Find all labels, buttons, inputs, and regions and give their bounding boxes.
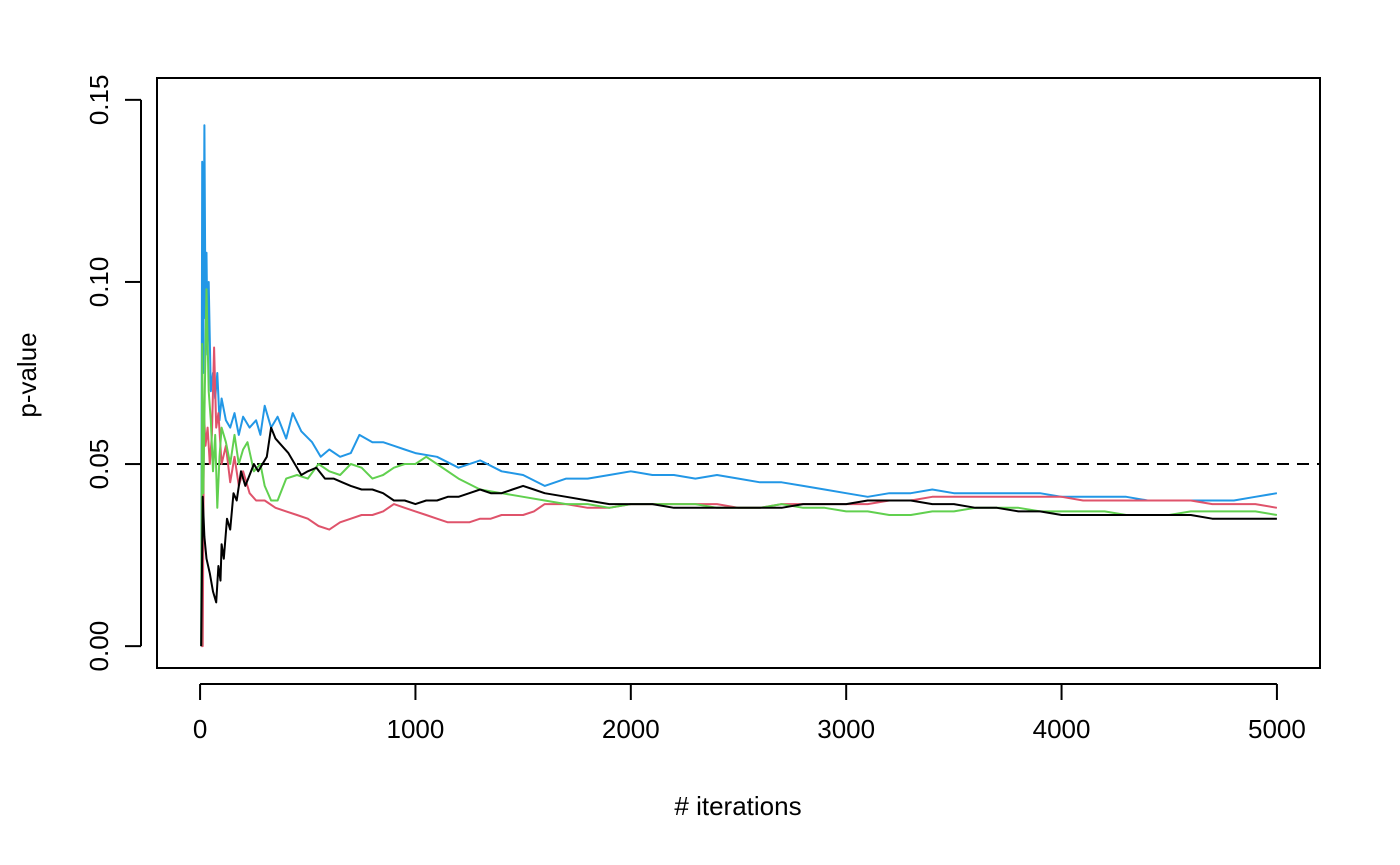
- x-tick-label: 2000: [602, 714, 660, 744]
- plot-frame: [156, 77, 1321, 669]
- series-line: [201, 346, 1278, 648]
- series-line: [200, 288, 1278, 647]
- series-line: [200, 426, 1277, 647]
- series-layer: [200, 124, 1278, 648]
- y-tick-label: 0.05: [84, 439, 114, 490]
- x-tick-label: 0: [193, 714, 207, 744]
- x-axis: 0 1000 2000 3000 4000 5000: [193, 683, 1306, 744]
- y-axis: 0.00 0.05 0.10 0.15: [84, 75, 142, 672]
- y-tick-label: 0.15: [84, 75, 114, 126]
- y-tick-label: 0.00: [84, 621, 114, 672]
- y-axis-title: p-value: [12, 332, 42, 417]
- series-line: [200, 124, 1278, 647]
- x-tick-label: 3000: [817, 714, 875, 744]
- x-tick-label: 1000: [387, 714, 445, 744]
- x-tick-label: 4000: [1033, 714, 1091, 744]
- y-tick-label: 0.10: [84, 257, 114, 308]
- x-axis-title: # iterations: [674, 791, 801, 821]
- x-tick-label: 5000: [1248, 714, 1306, 744]
